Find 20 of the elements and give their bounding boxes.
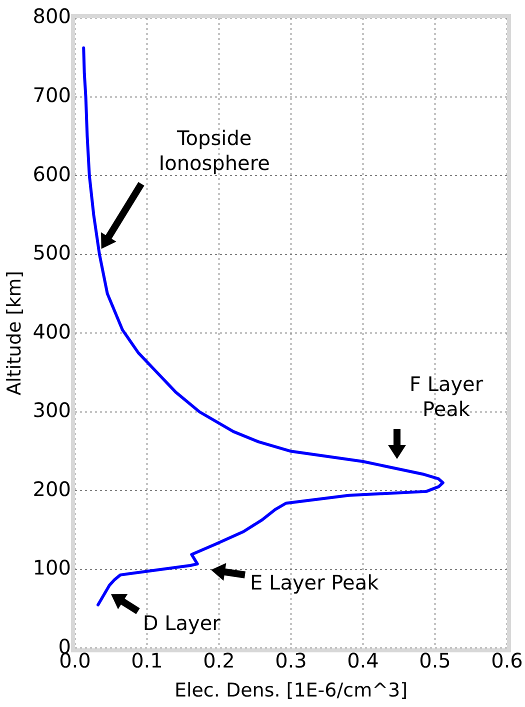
annotation: E Layer Peak (250, 570, 380, 595)
y-tick-label: 800 (32, 4, 71, 28)
y-axis-title: Altitude [km] (3, 270, 26, 396)
x-axis-title: Elec. Dens. [1E-6/cm^3] (174, 680, 408, 702)
x-tick-label: 0.6 (491, 648, 523, 672)
x-tick-label: 0.2 (203, 648, 235, 672)
annotation: F Layer Peak (409, 372, 484, 421)
y-tick-label: 400 (32, 319, 71, 344)
y-tick-label: 100 (32, 556, 71, 580)
y-tick-label: 300 (32, 398, 71, 422)
y-tick-label: 500 (32, 240, 71, 265)
x-tick-label: 0.1 (131, 648, 163, 672)
annotation: D Layer (142, 610, 222, 635)
y-tick-label: 700 (32, 82, 71, 107)
x-tick-label: 0.3 (275, 648, 307, 672)
x-tick-label: 0.4 (347, 648, 379, 672)
annotation: Topside Ionosphere (158, 126, 270, 175)
y-tick-label: 200 (32, 476, 71, 501)
x-tick-label: 0.5 (419, 648, 451, 672)
y-tick-label: 600 (32, 162, 71, 186)
